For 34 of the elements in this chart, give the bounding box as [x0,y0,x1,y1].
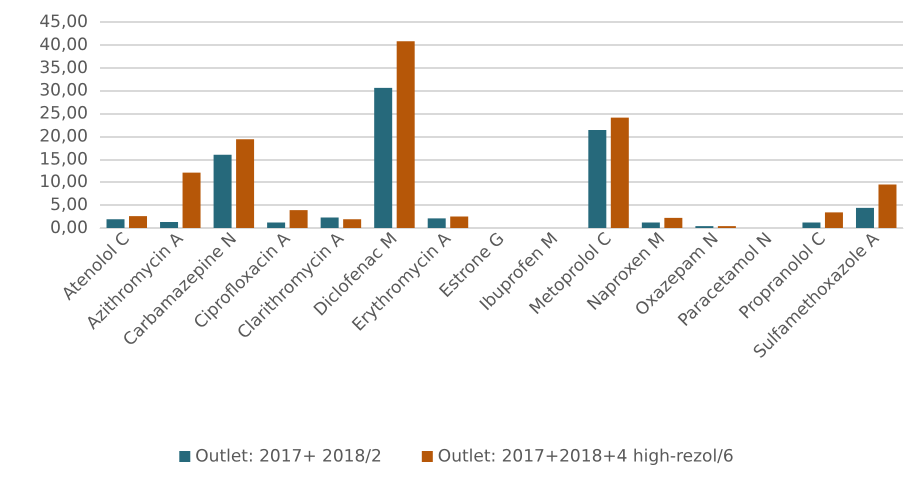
bar [214,154,232,228]
bar [396,41,415,228]
y-tick-label: 10,00 [39,172,88,192]
bar [267,222,286,228]
bar [343,219,362,228]
bar [802,222,820,228]
bar [610,118,629,228]
bar [588,130,606,228]
bar [642,222,660,228]
bar [374,88,392,228]
y-tick-label: 45,00 [39,12,88,32]
y-tick-label: 35,00 [39,58,88,78]
bar [106,219,125,228]
y-tick-label: 5,00 [50,195,88,216]
bar [290,210,308,228]
bar [160,222,178,228]
y-tick-label: 20,00 [39,126,88,146]
bar [450,216,468,228]
bar [182,172,201,228]
bar [129,216,148,228]
bar [856,208,874,228]
y-tick-label: 30,00 [39,80,88,101]
bar [824,212,843,228]
legend-label: Outlet: 2017+2018+4 high-rezol/6 [438,446,734,466]
y-tick-label: 25,00 [39,104,88,124]
bar [878,184,896,228]
y-tick-label: 40,00 [39,34,88,55]
bar [236,139,254,228]
bar [664,218,682,228]
legend-label: Outlet: 2017+ 2018/2 [195,446,382,466]
y-tick-label: 0,00 [50,218,88,238]
bar [320,217,339,228]
y-tick-label: 15,00 [39,149,88,170]
bar [428,218,446,228]
